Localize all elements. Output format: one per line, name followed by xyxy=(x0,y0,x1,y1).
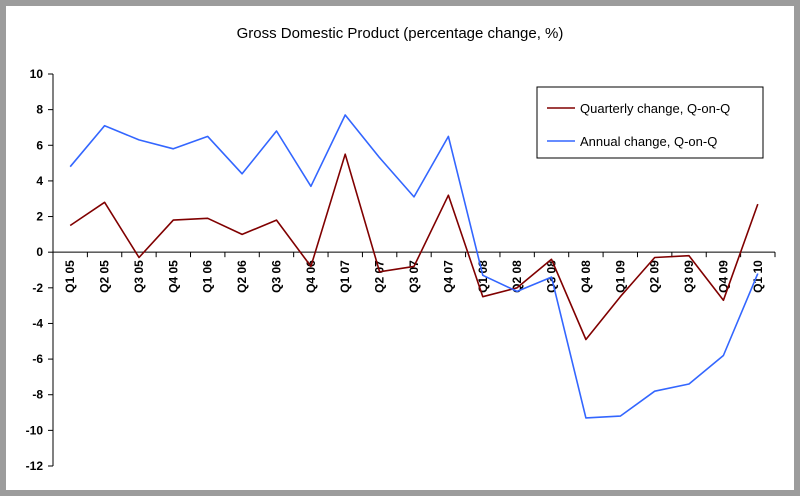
series-layer xyxy=(69,114,759,419)
x-tick-label: Q1 10 xyxy=(751,260,765,293)
y-tick-label: 10 xyxy=(30,67,44,81)
x-tick-label: Q3 07 xyxy=(407,260,421,293)
x-tick-label: Q1 06 xyxy=(201,260,215,293)
y-tick-label: -12 xyxy=(26,459,44,473)
x-tick-label: Q2 09 xyxy=(648,260,662,293)
x-tick-label: Q4 06 xyxy=(304,260,318,293)
legend-label: Quarterly change, Q-on-Q xyxy=(580,101,730,116)
x-tick-label: Q2 06 xyxy=(235,260,249,293)
x-tick-label: Q1 09 xyxy=(613,260,627,293)
chart-title: Gross Domestic Product (percentage chang… xyxy=(237,25,564,42)
y-tick-label: -8 xyxy=(32,388,43,402)
x-tick-label: Q3 06 xyxy=(269,260,283,293)
y-tick-label: -4 xyxy=(32,316,43,330)
x-tick-label: Q1 07 xyxy=(338,260,352,293)
x-tick-label: Q3 09 xyxy=(682,260,696,293)
x-tick-label: Q1 08 xyxy=(476,260,490,293)
y-tick-label: -6 xyxy=(32,352,43,366)
x-tick-label: Q2 05 xyxy=(98,260,112,293)
x-tick-label: Q4 09 xyxy=(716,260,730,293)
y-tick-label: -10 xyxy=(26,423,44,437)
y-tick-label: 4 xyxy=(36,174,43,188)
x-tick-label: Q2 07 xyxy=(373,260,387,293)
y-tick-label: 2 xyxy=(36,210,43,224)
x-ticks: Q1 05 Q2 05 Q3 05 Q4 05 Q1 06 Q2 06 Q3 06 Q4 06… xyxy=(52,252,776,293)
y-tick-label: 8 xyxy=(36,103,43,117)
y-tick-label: 0 xyxy=(36,245,43,259)
y-tick-label: 6 xyxy=(36,138,43,152)
x-tick-label: Q4 05 xyxy=(166,260,180,293)
x-tick-label: Q4 08 xyxy=(579,260,593,293)
x-tick-label: Q4 07 xyxy=(441,260,455,293)
series-line-annual xyxy=(69,114,759,419)
legend: Quarterly change, Q-on-Q Annual change, Q… xyxy=(536,86,764,159)
y-tick-label: -2 xyxy=(32,281,43,295)
y-ticks: -12 -10 -8 -6 -4 -2 0 2 4 6 8 10 xyxy=(26,67,53,473)
x-tick-label: Q3 05 xyxy=(132,260,146,293)
legend-box xyxy=(536,86,764,159)
x-tick-label: Q1 05 xyxy=(63,260,77,293)
series-line-quarterly xyxy=(69,153,759,341)
legend-label: Annual change, Q-on-Q xyxy=(580,134,717,149)
